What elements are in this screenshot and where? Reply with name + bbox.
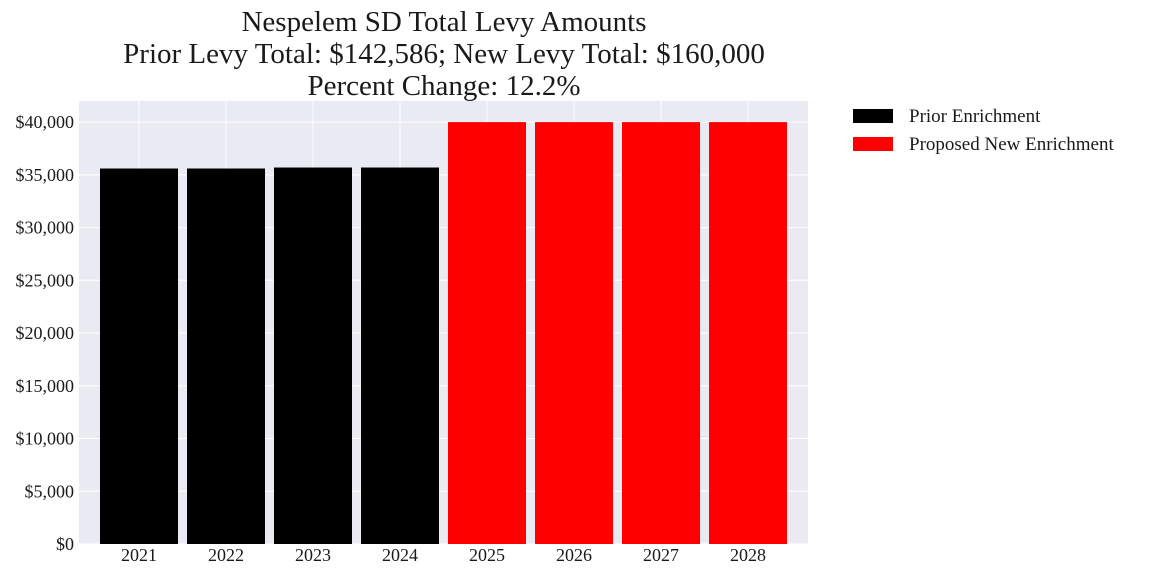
bar-2022 bbox=[187, 168, 265, 544]
y-tick-label: $35,000 bbox=[16, 165, 75, 185]
y-tick-label: $10,000 bbox=[16, 429, 75, 449]
legend-label: Prior Enrichment bbox=[909, 106, 1041, 127]
x-tick-label: 2021 bbox=[121, 545, 157, 565]
bar-2026 bbox=[535, 122, 613, 544]
y-axis-ticks: $0 $5,000 $10,000 $15,000 $20,000 $25,000 $30,… bbox=[16, 112, 75, 554]
x-tick-label: 2026 bbox=[556, 545, 592, 565]
y-tick-label: $5,000 bbox=[25, 481, 75, 501]
x-tick-label: 2025 bbox=[469, 545, 505, 565]
y-tick-label: $15,000 bbox=[16, 376, 75, 396]
y-tick-label: $0 bbox=[56, 534, 74, 554]
chart-title-line-3: Percent Change: 12.2% bbox=[307, 70, 580, 102]
y-tick-label: $40,000 bbox=[16, 112, 75, 132]
bar-2023 bbox=[274, 167, 352, 544]
bar-2021 bbox=[100, 168, 178, 544]
chart-title-line-1: Nespelem SD Total Levy Amounts bbox=[241, 6, 646, 38]
legend: Prior Enrichment Proposed New Enrichment bbox=[853, 106, 1114, 155]
y-tick-label: $30,000 bbox=[16, 218, 75, 238]
bar-2028 bbox=[709, 122, 787, 544]
y-tick-label: $25,000 bbox=[16, 270, 75, 290]
chart-title: Nespelem SD Total Levy Amounts Prior Lev… bbox=[123, 6, 765, 102]
bar-2024 bbox=[361, 167, 439, 544]
bars bbox=[100, 122, 787, 544]
y-tick-label: $20,000 bbox=[16, 323, 75, 343]
legend-label: Proposed New Enrichment bbox=[909, 134, 1114, 155]
x-tick-label: 2022 bbox=[208, 545, 244, 565]
x-axis-ticks: 2021 2022 2023 2024 2025 2026 2027 2028 bbox=[121, 545, 766, 565]
x-tick-label: 2023 bbox=[295, 545, 331, 565]
bar-2025 bbox=[448, 122, 526, 544]
x-tick-label: 2027 bbox=[643, 545, 679, 565]
x-tick-label: 2028 bbox=[730, 545, 766, 565]
chart-title-line-2: Prior Levy Total: $142,586; New Levy Tot… bbox=[123, 38, 765, 70]
legend-swatch bbox=[853, 109, 893, 123]
legend-swatch bbox=[853, 137, 893, 151]
bar-2027 bbox=[622, 122, 700, 544]
x-tick-label: 2024 bbox=[382, 545, 418, 565]
